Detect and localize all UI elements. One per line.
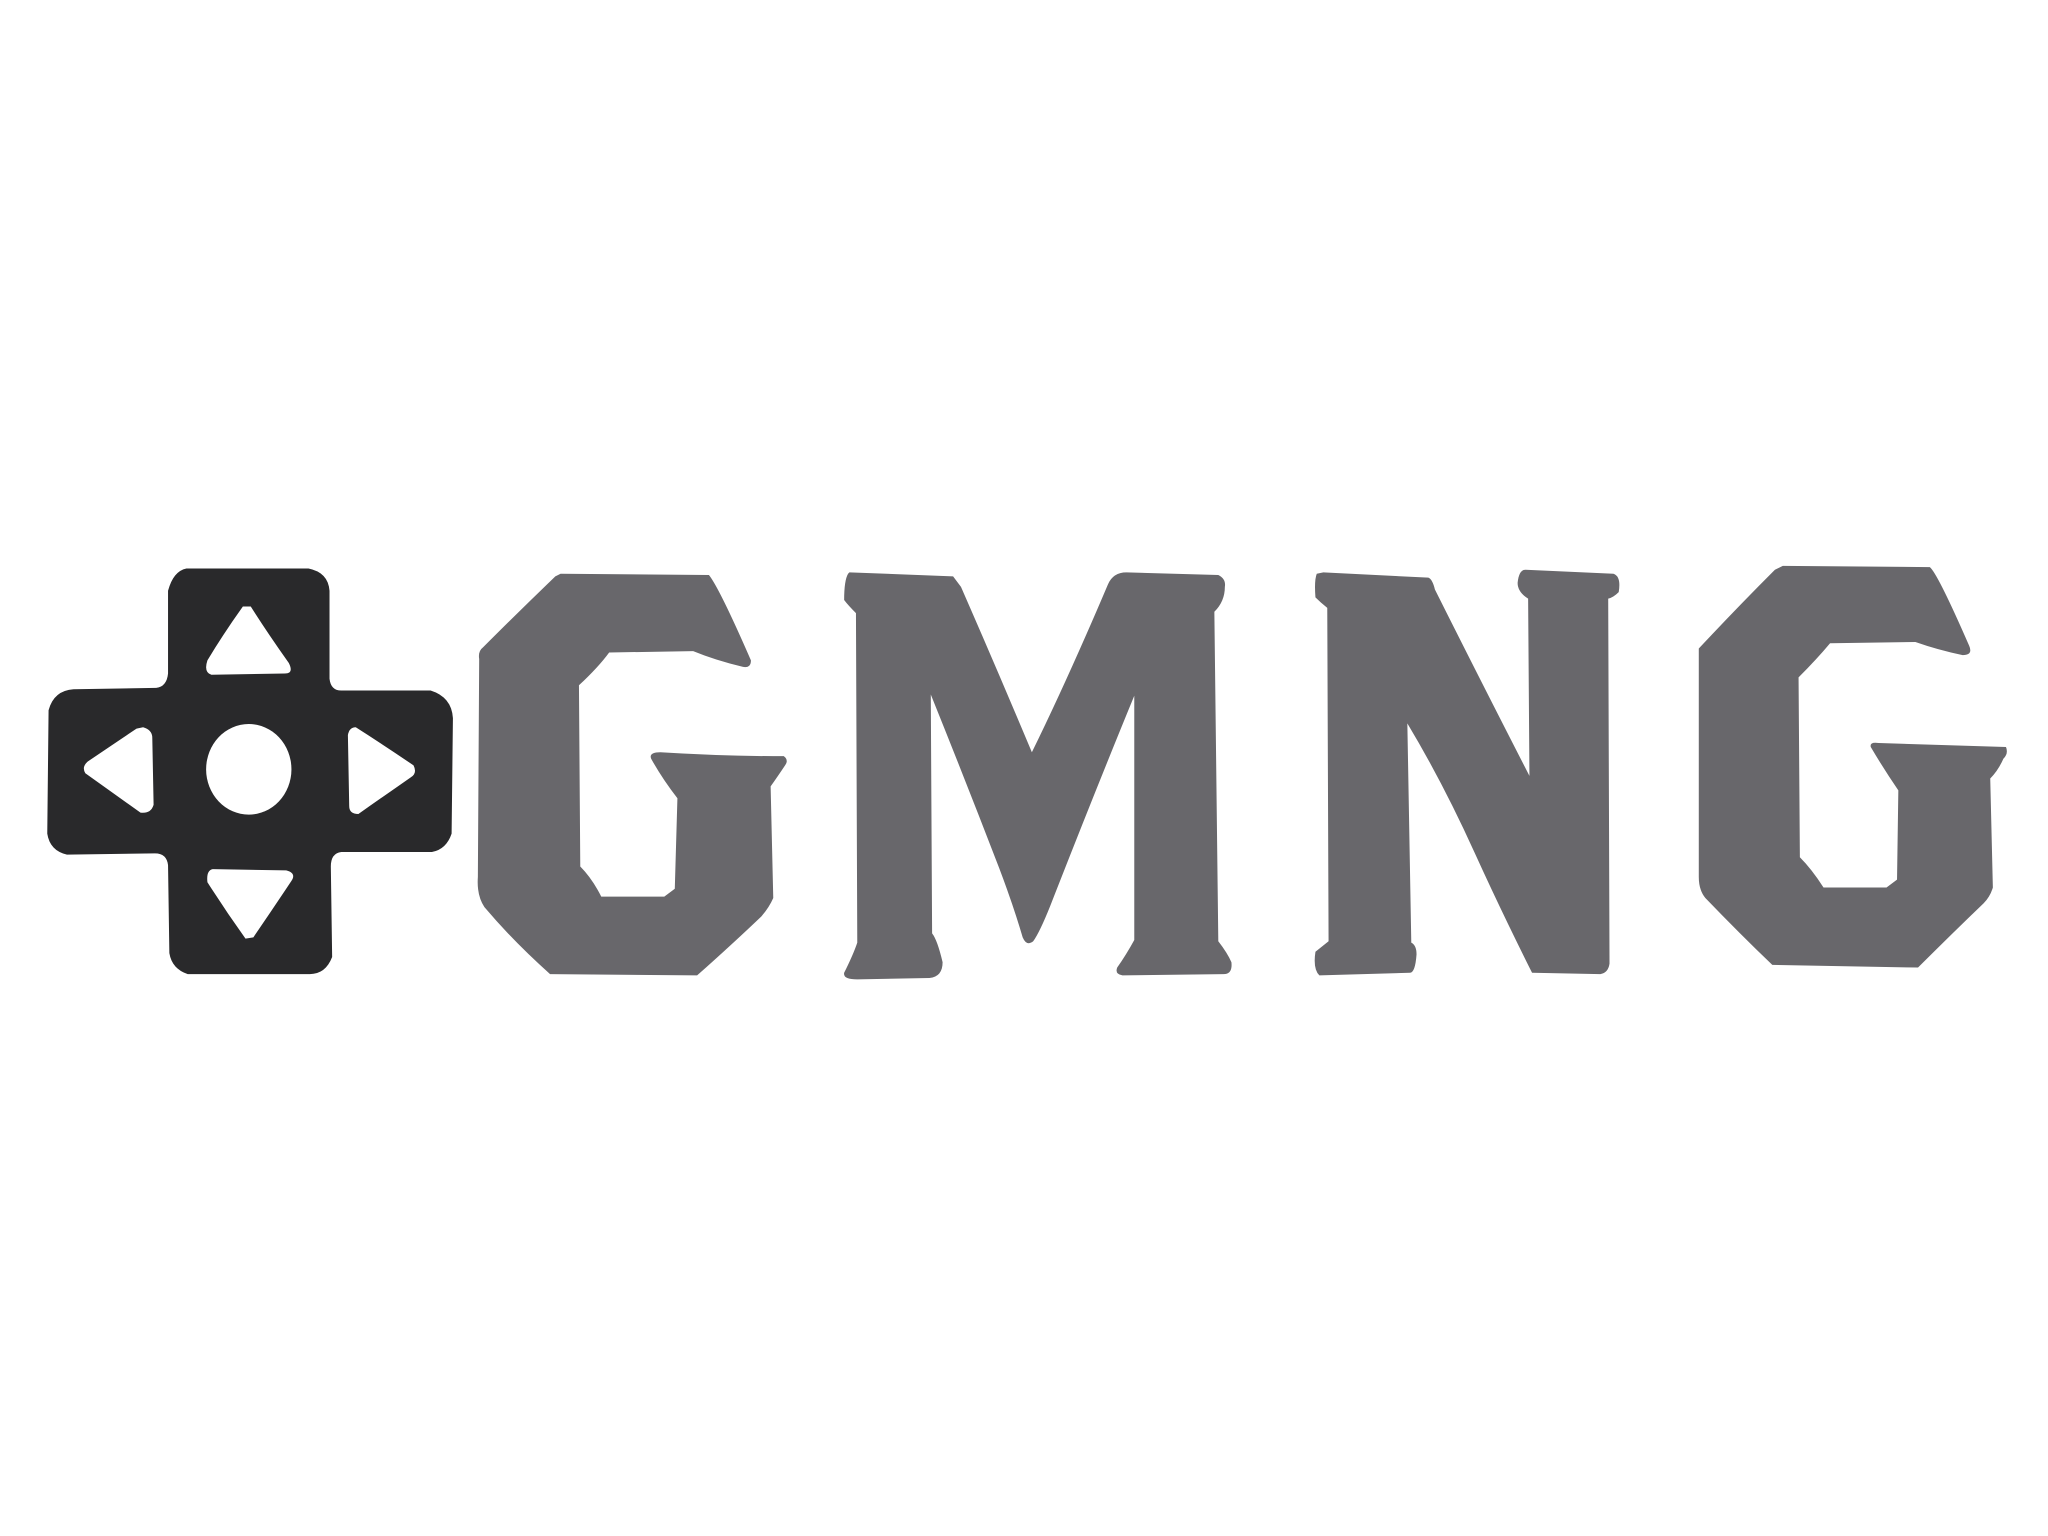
wordmark-letter-g-2	[1698, 565, 2007, 968]
up-arrow-icon	[206, 606, 291, 675]
dpad-controller-icon	[47, 568, 453, 975]
wordmark-letter-n	[1314, 569, 1620, 976]
center-button-icon	[206, 724, 292, 815]
left-arrow-icon	[83, 727, 154, 813]
wordmark-letter-g	[477, 573, 787, 976]
down-arrow-icon	[207, 869, 294, 939]
wordmark-letter-m	[844, 572, 1232, 980]
wordmark	[477, 565, 2007, 980]
dpad-arrows	[83, 606, 416, 939]
right-arrow-icon	[347, 727, 416, 814]
